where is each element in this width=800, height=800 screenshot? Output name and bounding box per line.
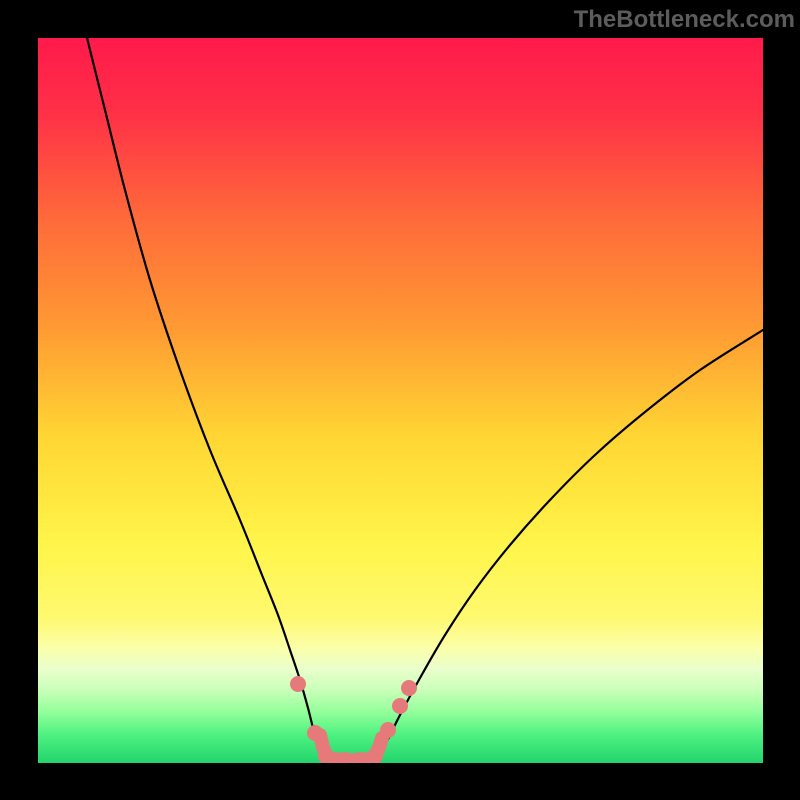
marker-dot [367, 748, 383, 764]
marker-dot [337, 752, 353, 768]
marker-dot [401, 680, 417, 696]
chart-stage: TheBottleneck.com [0, 0, 800, 800]
marker-dot [318, 748, 334, 764]
watermark-text: TheBottleneck.com [574, 6, 795, 34]
curve-right [375, 330, 763, 762]
curve-left [78, 0, 326, 762]
marker-dot [380, 722, 396, 738]
chart-svg [0, 0, 800, 800]
marker-dot [392, 698, 408, 714]
marker-dot [307, 725, 323, 741]
marker-dot [352, 752, 368, 768]
marker-dot [290, 676, 306, 692]
